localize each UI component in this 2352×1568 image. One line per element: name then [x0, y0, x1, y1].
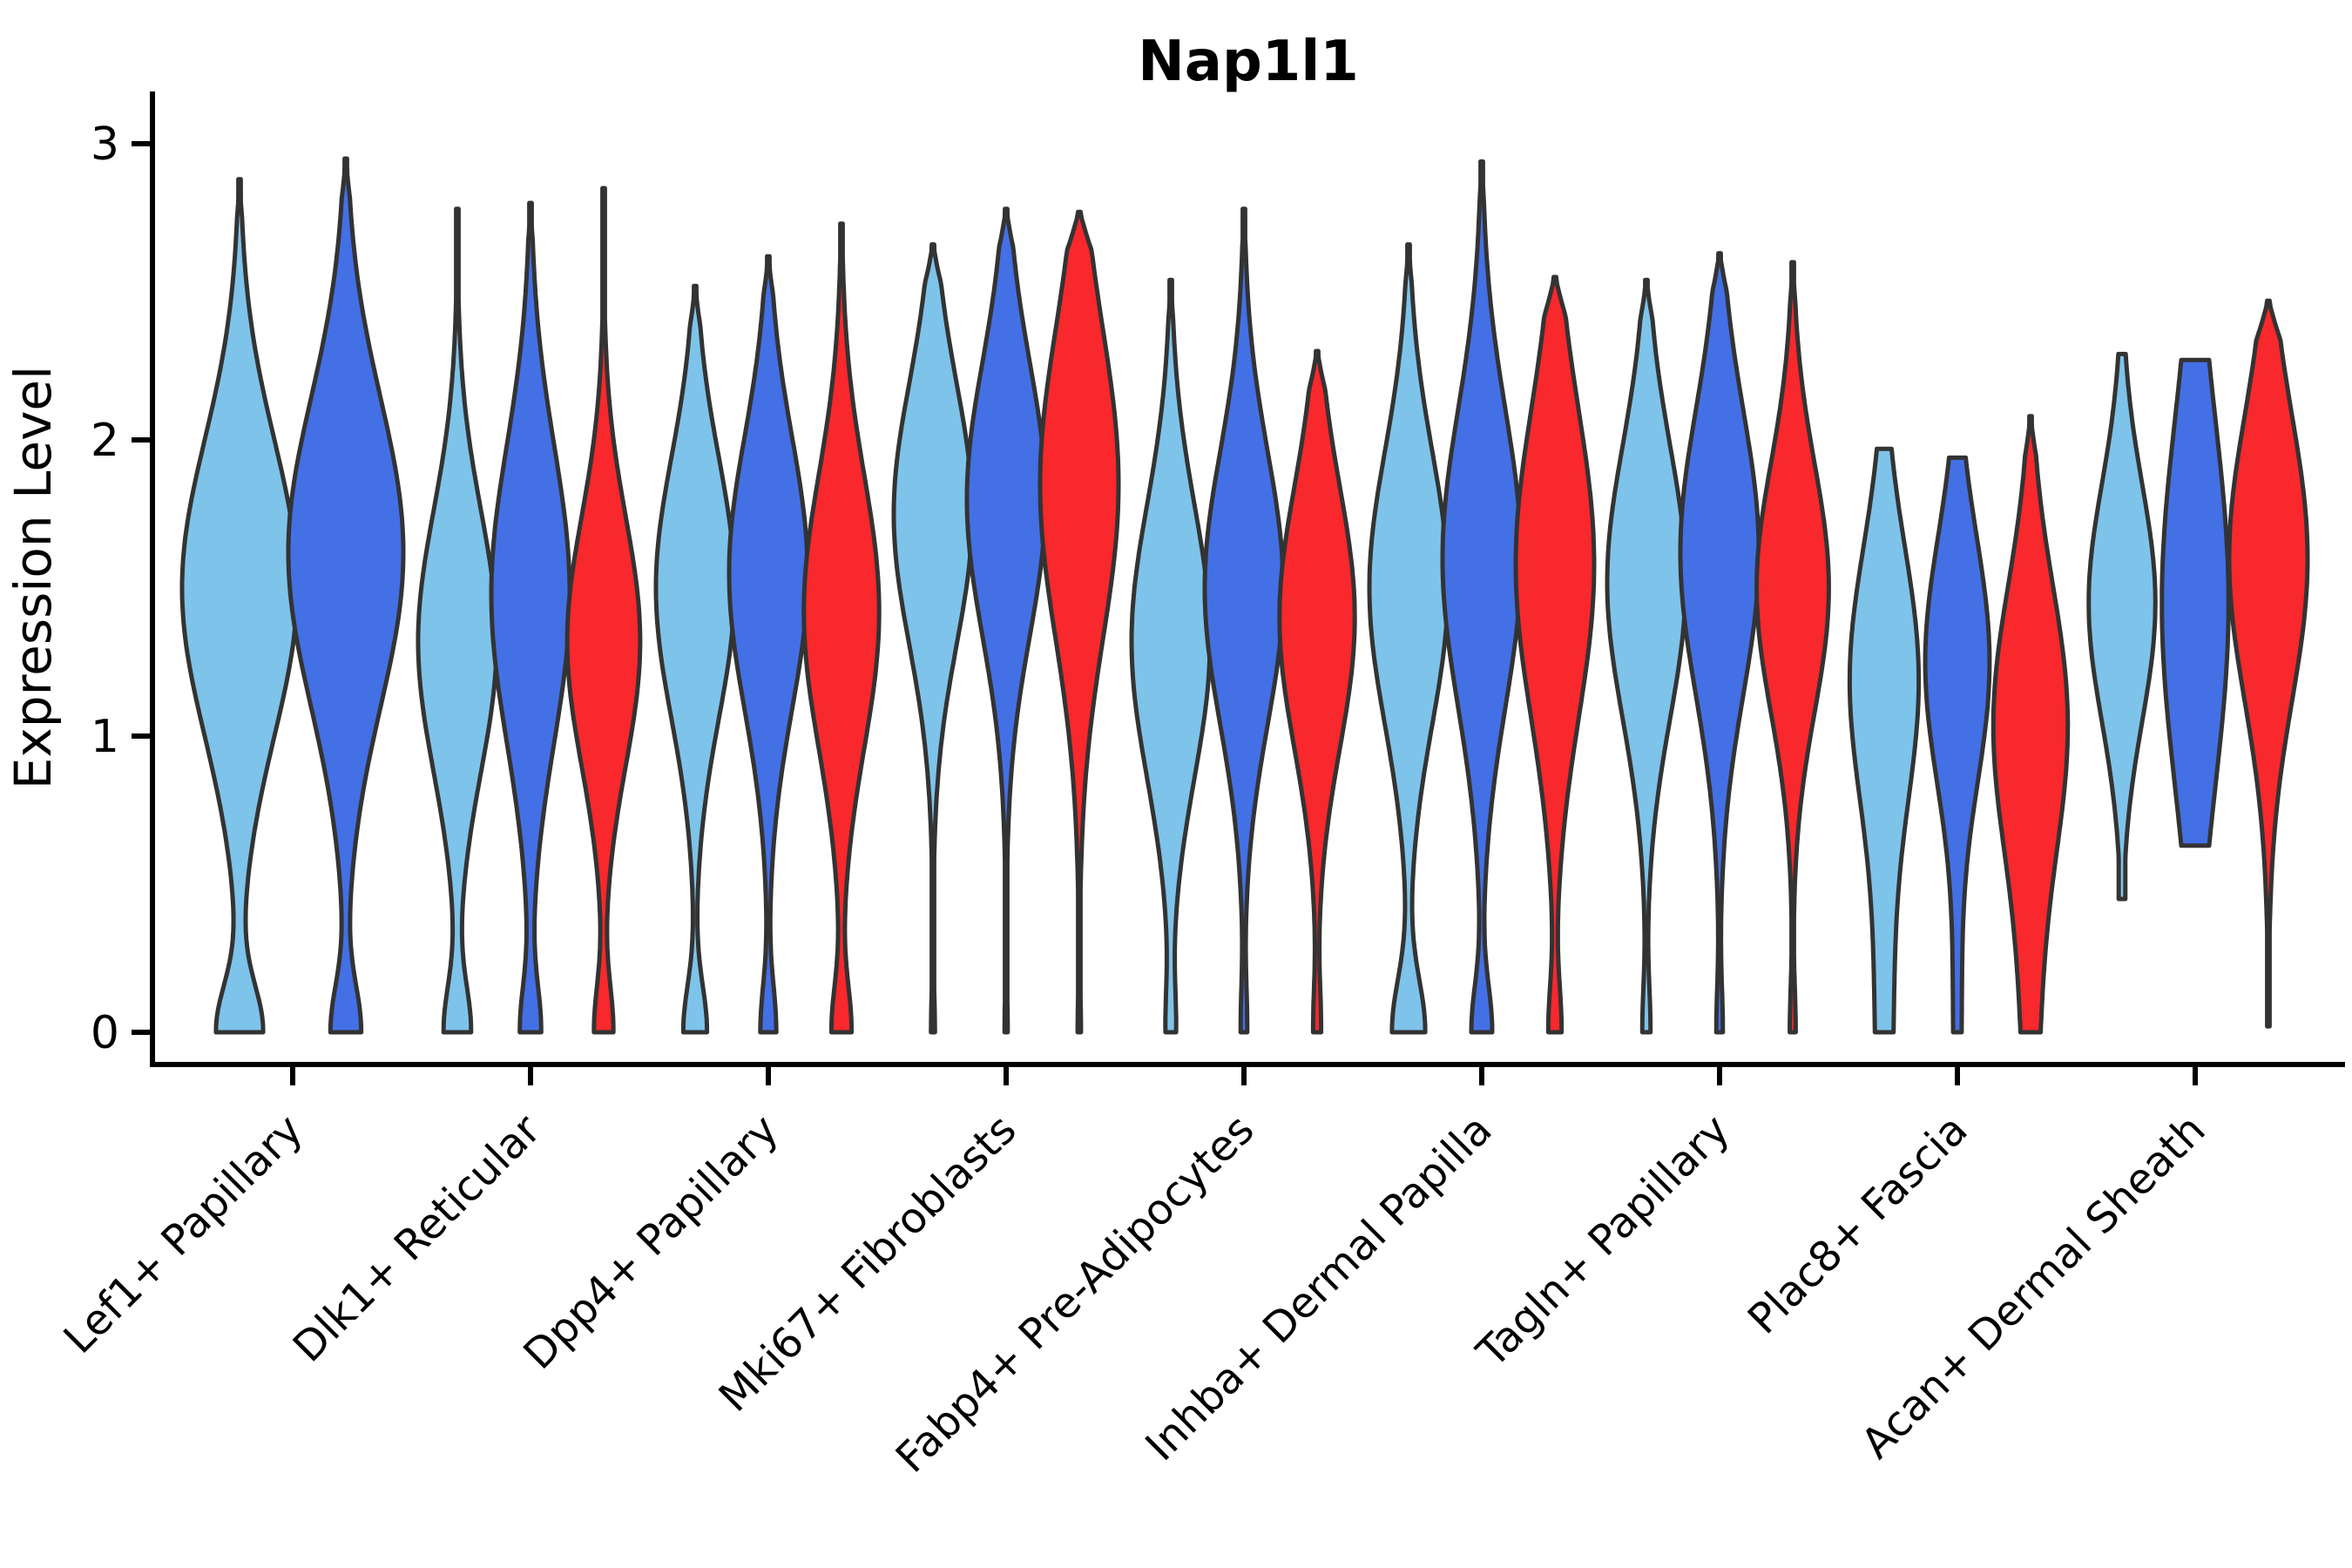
plot-title: Nap1l1	[1138, 30, 1359, 94]
x-tick-label: Tagln+ Papillary	[1467, 1105, 1739, 1377]
violins-layer	[179, 156, 2310, 1035]
x-tick-label: Dlk1+ Reticular	[284, 1105, 551, 1372]
violin-lef1-papillary-light-blue	[179, 177, 300, 1035]
violin-dlk1-reticular-red	[564, 186, 643, 1035]
y-tick-label: 1	[91, 711, 119, 763]
violin-acan-dermal-sheath-red	[2227, 298, 2310, 1029]
violin-tagln-papillary-red	[1754, 260, 1831, 1035]
violin-lef1-papillary-blue	[286, 156, 406, 1035]
violin-mki67-fibroblasts-light-blue	[891, 242, 975, 1035]
violin-inhba-dermal-papilla-red	[1513, 274, 1597, 1035]
violin-mki67-fibroblasts-red	[1037, 209, 1121, 1035]
x-tick-label: Plac8+ Fascia	[1739, 1105, 1977, 1344]
violin-fabp4-pre-adipocytes-light-blue	[1129, 277, 1213, 1035]
violin-inhba-dermal-papilla-blue	[1440, 159, 1524, 1035]
y-tick-label: 2	[91, 415, 119, 467]
y-tick-label: 3	[91, 118, 119, 171]
violin-tagln-papillary-light-blue	[1605, 277, 1688, 1035]
x-tick-label: Dpp4+ Papillary	[514, 1105, 787, 1379]
violin-plac8-fascia-blue	[1923, 455, 1992, 1035]
violin-tagln-papillary-blue	[1678, 251, 1761, 1035]
violin-dpp4-papillary-blue	[727, 253, 810, 1035]
violin-plac8-fascia-red	[1990, 414, 2071, 1035]
y-axis-label: Expression Level	[3, 366, 63, 789]
x-tick-label: Lef1+ Papillary	[55, 1105, 313, 1363]
violin-dpp4-papillary-light-blue	[653, 283, 737, 1035]
violin-dlk1-reticular-blue	[489, 200, 572, 1035]
violin-acan-dermal-sheath-blue	[2159, 357, 2231, 848]
violin-dpp4-papillary-red	[801, 221, 882, 1035]
violin-mki67-fibroblasts-blue	[964, 206, 1048, 1035]
violin-dlk1-reticular-light-blue	[416, 206, 499, 1035]
violin-fabp4-pre-adipocytes-blue	[1202, 206, 1286, 1035]
violin-fabp4-pre-adipocytes-red	[1277, 348, 1357, 1035]
violin-plac8-fascia-light-blue	[1847, 446, 1922, 1035]
violin-acan-dermal-sheath-light-blue	[2086, 351, 2158, 902]
y-tick-label: 0	[91, 1007, 119, 1059]
violin-inhba-dermal-papilla-light-blue	[1367, 242, 1450, 1035]
